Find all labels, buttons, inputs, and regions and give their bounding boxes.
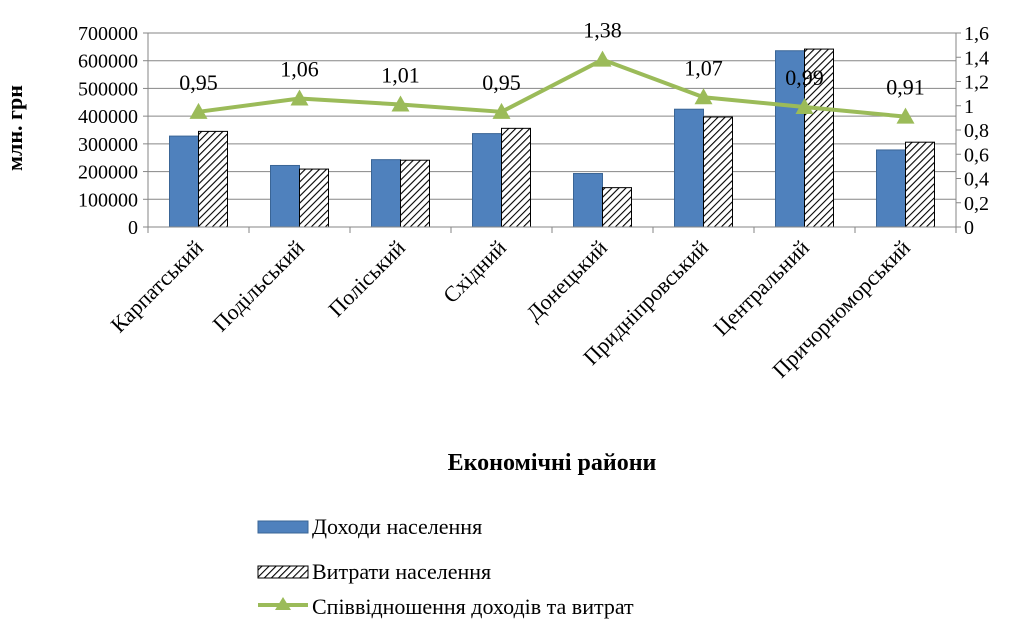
legend: Доходи населення Витрати населення Співв… — [257, 514, 634, 619]
legend-triangle-marker-icon — [275, 597, 291, 610]
legend-label-ratio: Співвідношення доходів та витрат — [312, 594, 634, 619]
bar-expenses — [703, 116, 733, 228]
ratio-data-label: 1,38 — [583, 18, 622, 43]
y-tick-label: 300000 — [78, 134, 138, 156]
ratio-series-line — [198, 57, 906, 119]
axes — [143, 32, 961, 233]
y-axis-title: млн. грн — [2, 85, 27, 171]
ratio-line: 0,95 1,06 1,01 0,95 1,38 1,07 0,99 0,91 — [179, 18, 925, 124]
ratio-point-marker — [492, 102, 511, 119]
y2-tick-label: 0 — [964, 217, 974, 239]
bar-income — [371, 159, 401, 228]
legend-label-expenses: Витрати населення — [312, 559, 491, 584]
ratio-point-marker — [391, 95, 410, 112]
y-tick-label: 500000 — [78, 78, 138, 100]
ratio-point-marker — [593, 50, 612, 67]
bar-income — [169, 135, 199, 228]
bar-expenses — [501, 127, 531, 228]
ratio-data-label: 1,06 — [280, 56, 319, 81]
x-tick-label: Центральний — [708, 235, 814, 341]
bars — [169, 48, 935, 228]
bar-income — [674, 108, 704, 228]
y2-tick-label: 0,8 — [964, 120, 989, 142]
ratio-data-label: 0,95 — [482, 70, 521, 95]
bar-income — [573, 173, 603, 228]
bar-expenses — [198, 130, 228, 228]
legend-swatch-income — [257, 520, 309, 534]
ratio-point-marker — [694, 88, 713, 105]
bar-expenses — [804, 48, 834, 228]
y-tick-label: 700000 — [78, 23, 138, 45]
bar-income — [472, 133, 502, 228]
y2-tick-label: 1,6 — [964, 23, 989, 45]
ratio-point-marker — [896, 107, 915, 124]
bar-income — [775, 50, 805, 228]
ratio-point-marker — [290, 89, 309, 106]
ratio-point-marker — [795, 97, 814, 114]
ratio-data-label: 1,07 — [684, 55, 723, 80]
y2-tick-label: 0,6 — [964, 144, 989, 166]
y2-tick-label: 1,2 — [964, 72, 989, 94]
x-axis-title: Економічні райони — [448, 450, 657, 476]
x-tick-label: Карпатський — [105, 235, 208, 338]
ratio-data-label: 0,99 — [785, 65, 824, 90]
y2-tick-label: 1,4 — [964, 47, 989, 69]
y-tick-label: 400000 — [78, 106, 138, 128]
y2-tick-label: 0,4 — [964, 169, 989, 191]
bar-income — [270, 164, 300, 228]
x-tick-label: Подільський — [207, 235, 309, 337]
y-tick-label: 200000 — [78, 162, 138, 184]
legend-label-income: Доходи населення — [312, 514, 482, 539]
ratio-data-label: 0,91 — [886, 75, 925, 100]
ratio-point-marker — [189, 102, 208, 119]
bar-expenses — [905, 141, 935, 228]
ratio-data-label: 1,01 — [381, 63, 420, 88]
y-tick-label: 600000 — [78, 51, 138, 73]
bar-income — [876, 149, 906, 228]
x-tick-label: Донецький — [521, 235, 612, 326]
gridlines — [148, 32, 956, 200]
legend-swatch-expenses — [257, 565, 309, 579]
y-tick-label: 0 — [128, 217, 138, 239]
y2-tick-label: 1 — [964, 96, 974, 118]
x-tick-label: Поліський — [323, 235, 410, 322]
y-tick-label: 100000 — [78, 189, 138, 211]
x-tick-label: Східний — [438, 235, 511, 308]
y2-tick-label: 0,2 — [964, 193, 989, 215]
bar-expenses — [400, 159, 430, 228]
bar-expenses — [602, 187, 632, 228]
ratio-data-label: 0,95 — [179, 70, 218, 95]
bar-expenses — [299, 168, 329, 228]
